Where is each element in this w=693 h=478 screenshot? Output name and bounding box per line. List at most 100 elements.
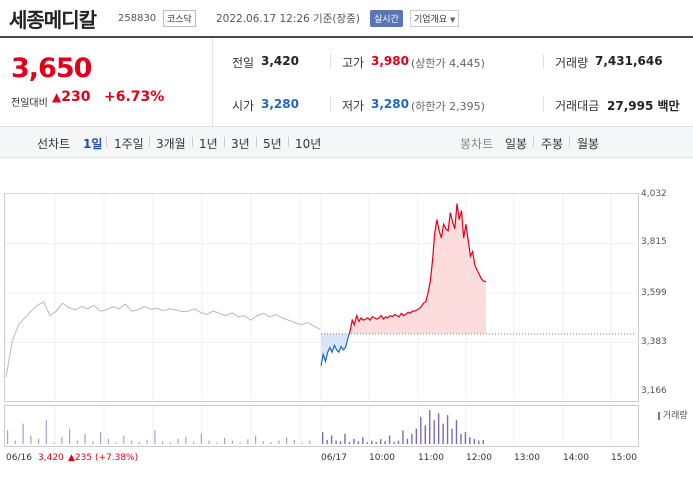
volume-bar [100, 432, 102, 444]
tab-separator [288, 137, 289, 147]
volume-bar [177, 438, 179, 444]
y-tick-label: 3,599 [641, 288, 667, 298]
stat-separator [543, 97, 544, 111]
y-tick-label: 4,032 [641, 189, 667, 199]
volume-bar [451, 428, 453, 444]
tab-1y[interactable]: 1년 [199, 137, 218, 151]
volume-bar [362, 437, 364, 444]
volume-legend: 거래량 [658, 408, 688, 421]
tab-monthly[interactable]: 월봉 [577, 137, 600, 151]
quote-divider [212, 38, 213, 126]
x-tick-label: 11:00 [418, 453, 444, 463]
volume-bar [45, 420, 47, 444]
volume-bar [146, 439, 148, 444]
y-tick-label: 3,815 [641, 237, 667, 247]
realtime-button[interactable]: 실시간 [370, 10, 403, 27]
volume-bar [446, 415, 449, 444]
volume-bar [442, 423, 444, 444]
tab-5y[interactable]: 5년 [263, 137, 282, 151]
open-label: 시가 [232, 99, 255, 113]
market-badge: 코스닥 [163, 10, 196, 27]
volume-bar [224, 437, 226, 444]
up-area [321, 203, 486, 334]
volume-bar [415, 428, 418, 444]
x-tick-label: 12:00 [466, 453, 492, 463]
high-value: 3,980 [371, 54, 409, 68]
tab-10y[interactable]: 10년 [295, 137, 322, 151]
tab-separator [569, 137, 570, 147]
tab-separator [192, 137, 193, 147]
volume-bar [293, 439, 295, 444]
tab-1d[interactable]: 1일 [83, 137, 103, 151]
volume-bar [239, 442, 241, 444]
tab-daily[interactable]: 일봉 [505, 137, 528, 151]
volume-bar [344, 433, 346, 444]
change-label: 전일대비 [11, 98, 48, 109]
volume-bar [411, 433, 413, 444]
tab-separator [533, 137, 534, 147]
volume-bar [278, 440, 280, 444]
stat-separator [330, 97, 331, 111]
volume-bar [375, 441, 377, 444]
tab-separator [106, 137, 107, 147]
volume-bar [402, 430, 404, 444]
volume-bar [38, 438, 40, 444]
y-tick-label: 3,383 [641, 337, 667, 347]
change-percent: +6.73% [104, 89, 165, 105]
volume-bar [384, 441, 386, 444]
volume-bar [169, 442, 171, 444]
volume-bar [478, 440, 480, 444]
amount-label: 거래대금 [555, 99, 600, 113]
volume-bar [388, 435, 391, 444]
volume-bar [22, 423, 24, 444]
prev-day-close: 3,420 [38, 453, 64, 463]
volume-bar [348, 441, 351, 444]
upper-limit: (상한가 4,445) [411, 57, 485, 70]
volume-bar [154, 430, 156, 444]
volume-bar [30, 435, 32, 444]
open-value: 3,280 [261, 97, 299, 111]
tab-separator [149, 137, 150, 147]
volume-bar [330, 435, 333, 444]
volume-bar [270, 441, 272, 444]
prev-day-change: ▲235 (+7.38%) [68, 453, 139, 463]
volume-bar [107, 438, 109, 444]
volume-bar [357, 441, 360, 444]
volume-bar [61, 437, 63, 444]
down-area [321, 333, 350, 366]
volume-bar [437, 413, 440, 444]
today-line-down [320, 333, 350, 367]
volume-bar [301, 442, 303, 444]
tab-3m[interactable]: 3개월 [156, 137, 186, 151]
volume-bar [335, 440, 337, 444]
x-tick-label: 06/17 [321, 453, 347, 463]
volume-bar [322, 432, 324, 444]
volume-bar [406, 438, 409, 444]
company-info-label: 기업개요 [414, 15, 448, 25]
prev-day-line [5, 301, 321, 378]
volume-bar [379, 439, 382, 444]
tab-weekly[interactable]: 주봉 [541, 137, 564, 151]
prev-close-label: 전일 [232, 56, 255, 70]
company-info-button[interactable]: 기업개요 ▼ [410, 10, 460, 27]
volume-bar [69, 428, 71, 444]
volume-bar [429, 410, 431, 444]
volume-bar [424, 425, 426, 444]
volume-bar [115, 442, 117, 444]
volume-bar [84, 433, 86, 444]
chevron-down-icon: ▼ [450, 16, 456, 24]
tab-3y[interactable]: 3년 [231, 137, 250, 151]
x-tick-label: 14:00 [563, 453, 589, 463]
quote-datetime: 2022.06.17 12:26 기준(장중) [216, 13, 360, 25]
change-amount: 230 [61, 89, 91, 105]
line-chart-label: 선차트 [37, 137, 71, 151]
tab-separator [256, 137, 257, 147]
tab-separator [224, 137, 225, 147]
volume-bar [216, 442, 218, 444]
volume-bar [482, 439, 484, 444]
tab-1w[interactable]: 1주일 [114, 137, 144, 151]
volume-bar [286, 437, 288, 444]
volume-bar [366, 442, 368, 444]
volume-bar [92, 441, 94, 444]
